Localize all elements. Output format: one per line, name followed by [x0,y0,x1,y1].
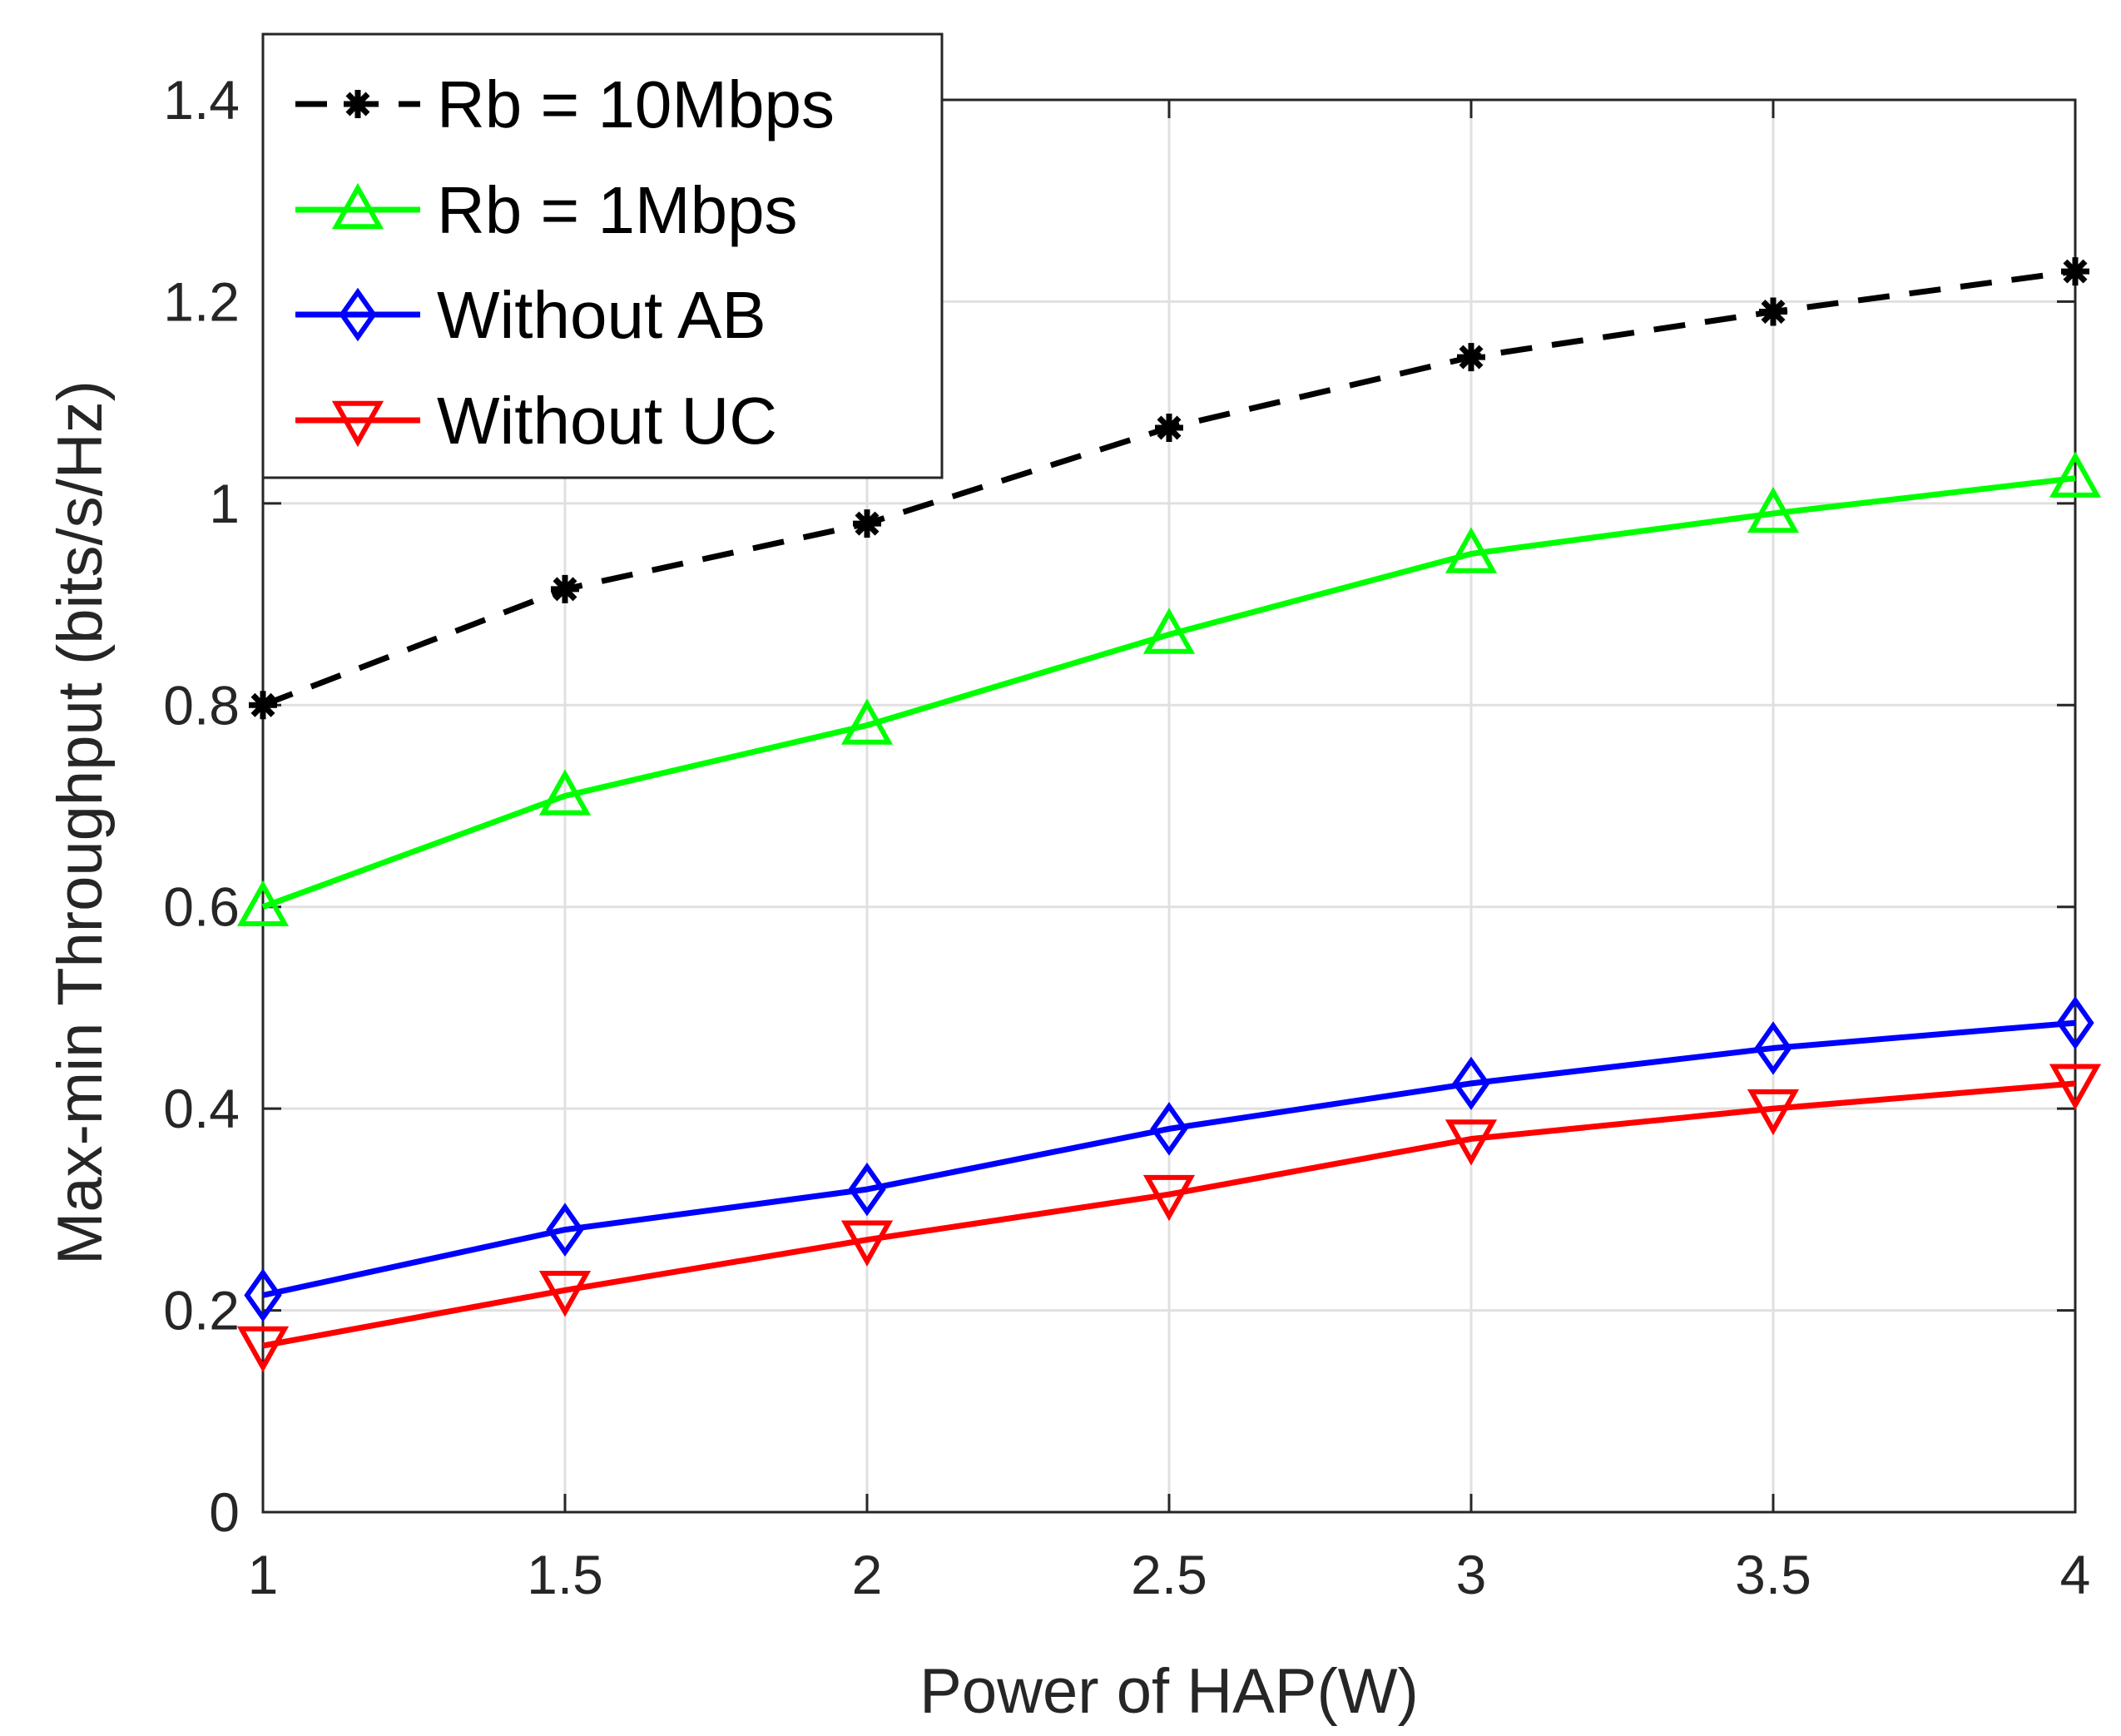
x-tick-label: 2.5 [1131,1544,1207,1605]
legend-label: Rb = 10Mbps [437,67,835,141]
data-point [848,1162,886,1217]
series-rb-10mbps [249,257,2089,720]
y-tick-label: 0 [209,1481,240,1543]
data-point [1754,1021,1792,1075]
data-point [1142,608,1196,654]
x-tick-label: 1.5 [527,1544,603,1605]
legend-label: Rb = 1Mbps [437,173,798,247]
series-without-uc [236,1064,2102,1373]
data-point [538,769,592,816]
legend-entry: Rb = 1Mbps [295,173,798,247]
y-tick-label: 1.4 [163,69,240,131]
data-point [2063,259,2088,284]
series-line [262,1080,2076,1349]
y-tick-label: 1 [209,473,240,534]
data-point [1459,345,1484,370]
series-line [261,475,2076,910]
data-point [855,511,880,536]
data-point [1452,1056,1490,1111]
data-point [1445,1119,1498,1166]
series-layer [236,257,2102,1373]
y-tick-label: 0.8 [163,674,240,736]
data-point [1150,1102,1188,1156]
x-tick-label: 1 [248,1544,279,1605]
y-tick-label: 0.2 [163,1280,240,1342]
series-rb-1mbps [236,451,2102,926]
x-axis-label: Power of HAP(W) [919,1656,1419,1727]
x-tick-label: 4 [2060,1544,2091,1605]
data-point [1445,527,1498,573]
legend-entry: Without UC [295,384,777,458]
data-point [1747,1089,1800,1136]
data-point [1747,486,1800,533]
data-point [553,577,577,602]
data-point [345,92,370,117]
data-point [840,1220,894,1267]
data-point [331,400,384,448]
x-tick-label: 2 [852,1544,883,1605]
data-point [1157,415,1182,440]
y-tick-label: 0.4 [163,1078,240,1139]
legend-label: Without UC [437,384,777,458]
data-point [546,1203,584,1257]
data-point [339,287,377,342]
data-point [1142,1174,1196,1222]
x-tick-label: 3.5 [1735,1544,1811,1605]
y-tick-label: 1.2 [163,270,240,332]
data-point [2056,995,2094,1050]
data-point [2049,1064,2102,1110]
data-point [250,692,275,717]
data-point [244,1268,282,1322]
series-without-ab [244,995,2094,1322]
data-point [236,880,290,926]
y-axis-label: Max-min Throughput (bits/s/Hz) [45,380,116,1265]
data-point [840,698,894,745]
legend-label: Without AB [437,278,766,352]
data-point [331,182,384,230]
data-point [1761,300,1786,325]
x-tick-label: 3 [1456,1544,1487,1605]
legend-entry: Rb = 10Mbps [295,67,835,141]
y-tick-label: 0.6 [163,876,240,938]
legend-entry: Without AB [295,278,766,352]
legend: Rb = 10Mbps Rb = 1Mbps Without AB Without U… [261,32,944,479]
series-line [262,1019,2076,1298]
data-point [236,1326,290,1373]
data-point [538,1271,592,1317]
data-point [2049,451,2102,498]
